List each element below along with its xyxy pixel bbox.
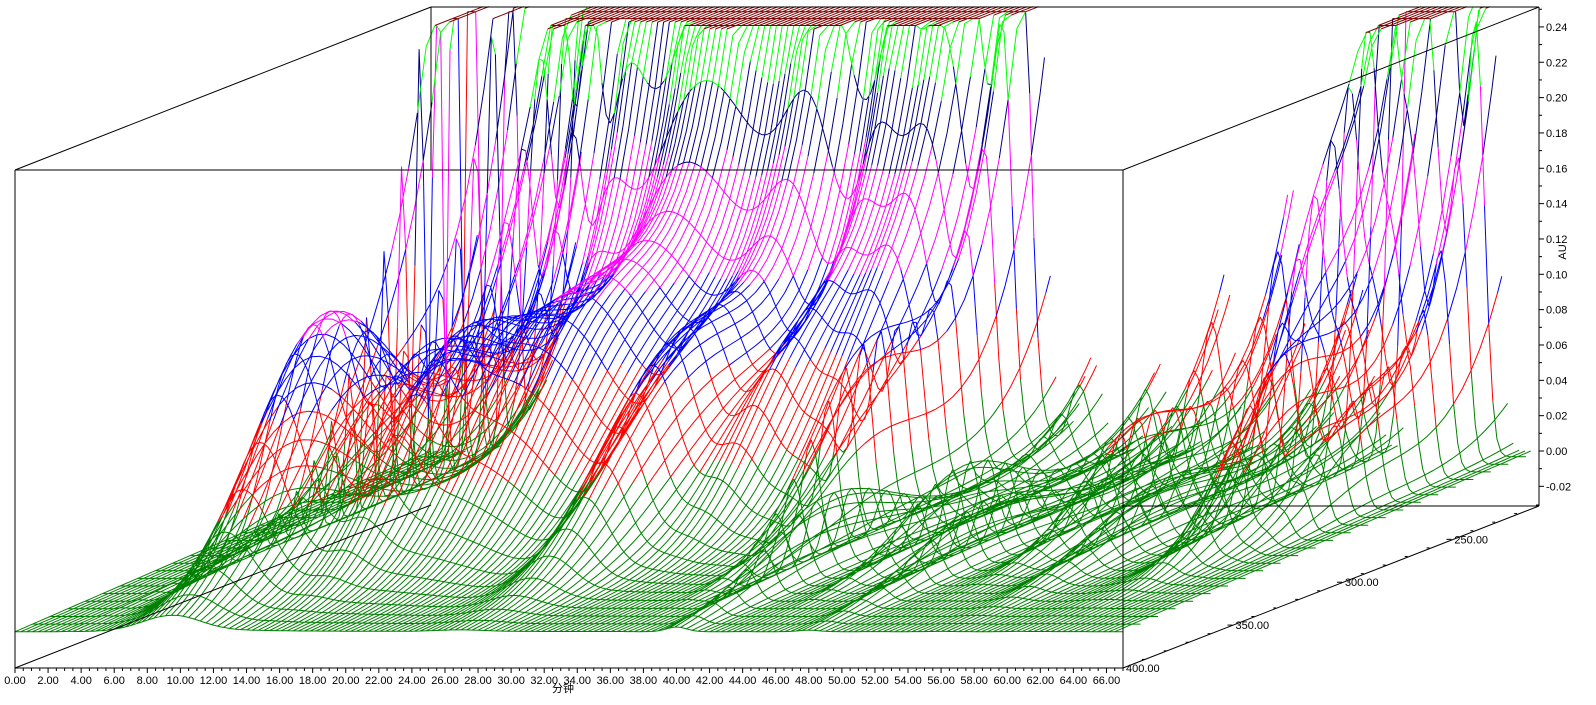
z-tick-label: 300.00: [1345, 577, 1379, 589]
x-tick-label: 60.00: [993, 675, 1021, 687]
x-tick-label: 46.00: [762, 675, 790, 687]
x-axis-title: 分钟: [552, 681, 574, 695]
z-tick-label: 400.00: [1126, 663, 1160, 675]
x-tick-label: 34.00: [564, 675, 592, 687]
x-tick-label: 38.00: [630, 675, 658, 687]
x-tick-label: 40.00: [663, 675, 691, 687]
surface-band-5: [416, 6, 1487, 114]
x-tick-label: 64.00: [1060, 675, 1088, 687]
x-tick-label: 58.00: [960, 675, 988, 687]
x-tick-label: 14.00: [233, 675, 261, 687]
y-tick-label: 0.20: [1546, 93, 1567, 105]
x-tick-label: 66.00: [1093, 675, 1121, 687]
surface-band-0: [14, 348, 1531, 633]
y-tick-label: 0.14: [1546, 199, 1567, 211]
y-tick-label: 0.12: [1546, 234, 1567, 246]
y-tick-label: 0.10: [1546, 269, 1567, 281]
x-tick-label: 50.00: [828, 675, 856, 687]
x-tick-label: 36.00: [597, 675, 625, 687]
x-tick-label: 44.00: [729, 675, 757, 687]
surface-band-6: [434, 6, 1491, 33]
y-tick-label: 0.00: [1546, 446, 1567, 458]
box-edge-top-right: [1122, 6, 1540, 171]
y-tick-label: 0.08: [1546, 305, 1567, 317]
x-tick-label: 32.00: [530, 675, 558, 687]
y-tick-label: 0.02: [1546, 411, 1567, 423]
x-tick-label: 16.00: [266, 675, 294, 687]
z-tick-label: 250.00: [1454, 534, 1488, 546]
x-tick-label: 20.00: [332, 675, 360, 687]
y-tick-label: 0.24: [1546, 22, 1567, 34]
x-tick-label: 26.00: [431, 675, 459, 687]
x-tick-label: 10.00: [167, 675, 195, 687]
box-edge-top-left: [14, 6, 432, 171]
x-tick-label: 62.00: [1027, 675, 1055, 687]
y-tick-label: 0.22: [1546, 57, 1567, 69]
x-tick-label: 30.00: [497, 675, 525, 687]
y-tick-label: -0.02: [1546, 481, 1571, 493]
surface-band-4: [408, 8, 1497, 266]
surface-band-3: [296, 11, 1485, 389]
x-tick-label: 48.00: [795, 675, 823, 687]
y-tick-label: 0.06: [1546, 340, 1567, 352]
surface-wireframe: [14, 6, 1531, 633]
y-tick-label: 0.18: [1546, 128, 1567, 140]
x-tick-label: 52.00: [861, 675, 889, 687]
x-tick-label: 42.00: [696, 675, 724, 687]
x-tick-label: 8.00: [137, 675, 158, 687]
x-tick-label: 22.00: [365, 675, 393, 687]
x-tick-label: 6.00: [104, 675, 125, 687]
x-tick-label: 54.00: [894, 675, 922, 687]
y-tick-label: 0.04: [1546, 375, 1567, 387]
box-edge-bottom-left: [14, 504, 432, 669]
y-axis-title: AU: [1557, 244, 1569, 259]
z-tick-label: 350.00: [1235, 620, 1269, 632]
y-tick-label: 0.16: [1546, 163, 1567, 175]
x-tick-label: 56.00: [927, 675, 955, 687]
axes: 0.00 2.00 4.00 6.00 8.00 10.00 12.00 14.00 16.00…: [4, 7, 1571, 687]
z-axis-line: [1122, 505, 1540, 669]
x-tick-label: 0.00: [4, 675, 25, 687]
x-tick-label: 28.00: [464, 675, 492, 687]
plot-box: [14, 6, 1540, 669]
x-tick-label: 2.00: [37, 675, 58, 687]
x-tick-label: 12.00: [200, 675, 228, 687]
x-tick-label: 24.00: [398, 675, 426, 687]
x-tick-label: 18.00: [299, 675, 327, 687]
x-tick-label: 4.00: [70, 675, 91, 687]
